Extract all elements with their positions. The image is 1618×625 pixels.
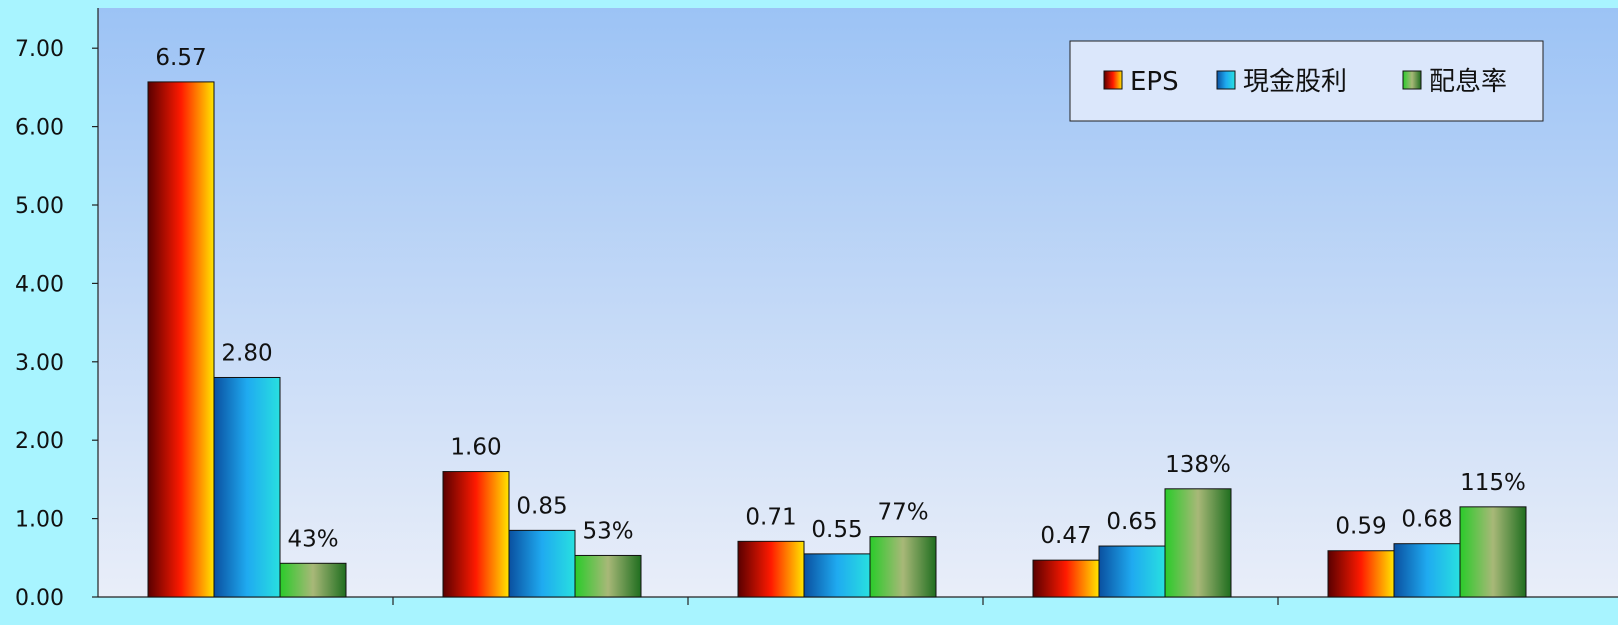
- data-label-ratio-4: 115%: [1460, 470, 1526, 496]
- legend-label-ratio[interactable]: 配息率: [1429, 67, 1507, 97]
- y-tick-label: 0.00: [15, 586, 64, 611]
- data-label-eps-4: 0.59: [1335, 514, 1386, 540]
- legend[interactable]: EPS 現金股利 配息率: [1069, 40, 1544, 122]
- bar-eps-0: [147, 81, 215, 598]
- data-labels: 6.57 1.60 0.71 0.47 0.59 2.80 0.85 0.55 0.65 0.68…: [155, 45, 1525, 552]
- y-tick-label: 6.00: [15, 116, 64, 141]
- data-label-cash-4: 0.68: [1401, 507, 1452, 533]
- y-tick-label: 4.00: [15, 272, 64, 297]
- y-tick-label: 2.00: [15, 429, 64, 454]
- data-label-cash-3: 0.65: [1106, 509, 1157, 535]
- data-label-cash-2: 0.55: [811, 517, 862, 543]
- bar-cash-0: [213, 376, 281, 598]
- bar-cash-4: [1393, 543, 1461, 598]
- bar-ratio-2: [869, 536, 937, 598]
- data-label-eps-3: 0.47: [1040, 523, 1091, 549]
- bar-eps-3: [1032, 559, 1100, 598]
- legend-swatch-eps: [1103, 70, 1123, 90]
- legend-label-eps[interactable]: EPS: [1130, 67, 1179, 97]
- y-tick-label: 5.00: [15, 194, 64, 219]
- bar-ratio-0: [279, 562, 347, 598]
- bar-eps-4: [1327, 550, 1395, 598]
- bar-ratio-1: [574, 554, 642, 598]
- legend-box: [1069, 40, 1544, 122]
- data-label-eps-2: 0.71: [745, 504, 796, 530]
- data-label-eps-0: 6.57: [155, 45, 206, 71]
- bars: [147, 81, 1527, 598]
- bar-ratio-4: [1459, 506, 1527, 598]
- data-label-ratio-0: 43%: [287, 526, 338, 552]
- data-label-ratio-2: 77%: [877, 500, 928, 526]
- data-label-cash-1: 0.85: [516, 493, 567, 519]
- data-label-ratio-1: 53%: [582, 518, 633, 544]
- bar-cash-3: [1098, 545, 1166, 598]
- bar-cash-2: [803, 553, 871, 598]
- legend-label-cash[interactable]: 現金股利: [1243, 67, 1347, 97]
- legend-swatch-cash: [1216, 70, 1236, 90]
- bar-eps-2: [737, 540, 805, 598]
- bar-eps-1: [442, 471, 510, 598]
- bar-cash-1: [508, 529, 576, 598]
- y-tick-label: 7.00: [15, 37, 64, 62]
- legend-swatch-ratio: [1402, 70, 1422, 90]
- bar-ratio-3: [1164, 488, 1232, 598]
- data-label-ratio-3: 138%: [1165, 452, 1231, 478]
- y-tick-label: 3.00: [15, 351, 64, 376]
- data-label-eps-1: 1.60: [450, 435, 501, 461]
- data-label-cash-0: 2.80: [221, 340, 272, 366]
- y-tick-label: 1.00: [15, 508, 64, 533]
